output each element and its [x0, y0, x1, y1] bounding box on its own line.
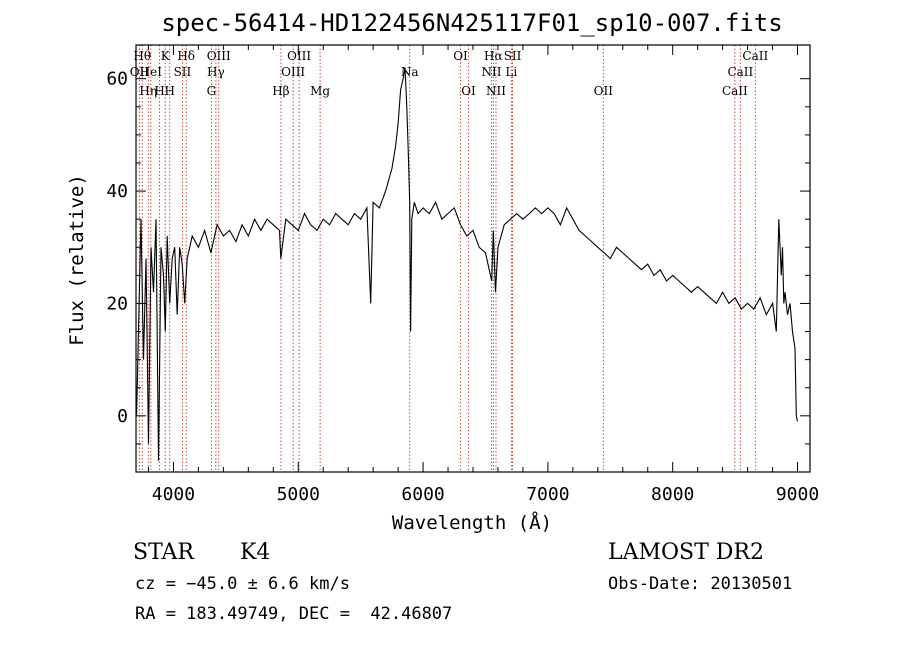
y-axis-label: Flux (relative) — [66, 174, 88, 346]
line-label: OIII — [281, 65, 305, 79]
line-label: Hα — [484, 49, 503, 63]
line-label: K — [161, 49, 171, 63]
line-label: CaII — [742, 49, 768, 63]
line-label: Hγ — [207, 65, 225, 79]
y-tick-label: 20 — [106, 293, 128, 314]
line-label: H — [154, 84, 164, 98]
line-label: OII — [130, 65, 150, 79]
y-tick-label: 60 — [106, 69, 128, 90]
line-label: SII — [504, 49, 522, 63]
y-tick-label: 0 — [117, 406, 128, 427]
line-label: Mg — [310, 84, 330, 98]
line-label: Hδ — [177, 49, 195, 63]
line-label: OIII — [207, 49, 231, 63]
line-markers — [138, 45, 756, 472]
axis-ticks: 4000 5000 6000 7000 8000 9000 0 20 40 60 — [106, 45, 819, 505]
line-label: G — [207, 84, 217, 98]
line-label: Hη — [139, 84, 157, 98]
x-tick-label: 4000 — [152, 484, 195, 505]
x-tick-label: 6000 — [401, 484, 444, 505]
line-label: Hβ — [272, 84, 289, 98]
object-subclass: K4 — [240, 540, 271, 565]
x-tick-label: 9000 — [776, 484, 819, 505]
redshift-readout: cz = −45.0 ± 6.6 km/s — [135, 574, 350, 594]
object-class: STAR — [133, 540, 194, 565]
plot-frame — [135, 44, 811, 473]
line-label: OIII — [287, 49, 311, 63]
y-tick-label: 40 — [106, 181, 128, 202]
line-label: NII — [481, 65, 501, 79]
x-tick-label: 7000 — [526, 484, 569, 505]
obs-date: Obs-Date: 20130501 — [608, 574, 793, 594]
line-labels: OIIHθHηHeIHKHSIIHδGHγOIIIHβOIIIOIIIMgNaO… — [130, 49, 769, 98]
x-tick-label: 5000 — [277, 484, 320, 505]
spectrum-series — [136, 67, 799, 461]
line-label: CaII — [722, 84, 748, 98]
line-label: NII — [486, 84, 506, 98]
x-tick-label: 8000 — [651, 484, 694, 505]
coordinates: RA = 183.49749, DEC = 42.46807 — [135, 604, 453, 624]
line-label: SII — [174, 65, 192, 79]
line-label: OI — [461, 84, 476, 98]
line-label: CaII — [727, 65, 753, 79]
line-label: OII — [594, 84, 614, 98]
x-axis-label: Wavelength (Å) — [392, 511, 552, 534]
line-label: OI — [453, 49, 468, 63]
survey-name: LAMOST DR2 — [608, 540, 764, 565]
line-label: H — [164, 84, 174, 98]
line-label: HeI — [140, 65, 163, 79]
chart-title: spec-56414-HD122456N425117F01_sp10-007.f… — [161, 9, 782, 37]
line-label: Li — [505, 65, 517, 79]
line-label: Hθ — [133, 49, 151, 63]
